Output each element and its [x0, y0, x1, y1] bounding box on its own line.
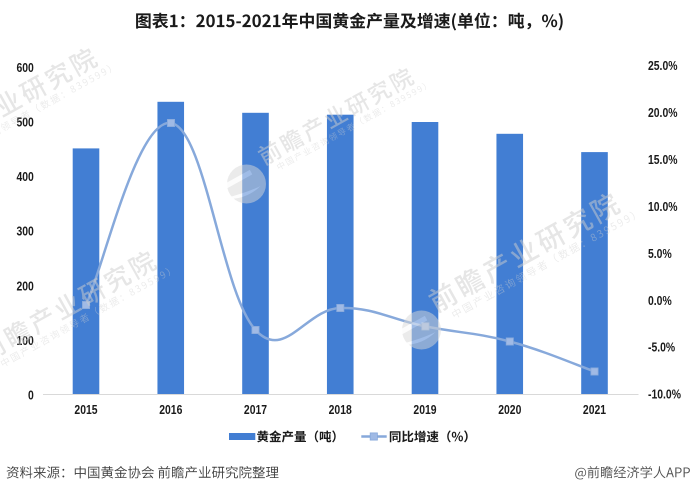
svg-text:500: 500: [16, 115, 34, 129]
svg-text:200: 200: [16, 279, 34, 293]
svg-text:2021: 2021: [583, 403, 607, 417]
svg-text:2018: 2018: [329, 403, 353, 417]
svg-text:2019: 2019: [413, 403, 437, 417]
svg-text:2015: 2015: [74, 403, 98, 417]
svg-text:2016: 2016: [159, 403, 183, 417]
svg-text:0: 0: [28, 389, 34, 403]
svg-text:2020: 2020: [498, 403, 522, 417]
svg-text:-10.0%: -10.0%: [648, 388, 681, 402]
svg-text:10.0%: 10.0%: [648, 200, 678, 214]
svg-text:0.0%: 0.0%: [648, 294, 672, 308]
svg-text:15.0%: 15.0%: [648, 153, 678, 167]
svg-text:300: 300: [16, 225, 34, 239]
svg-text:25.0%: 25.0%: [648, 59, 678, 73]
svg-text:2017: 2017: [244, 403, 268, 417]
svg-text:600: 600: [16, 61, 34, 75]
svg-text:400: 400: [16, 170, 34, 184]
svg-text:5.0%: 5.0%: [648, 247, 672, 261]
svg-text:-5.0%: -5.0%: [648, 341, 676, 355]
svg-text:20.0%: 20.0%: [648, 106, 678, 120]
